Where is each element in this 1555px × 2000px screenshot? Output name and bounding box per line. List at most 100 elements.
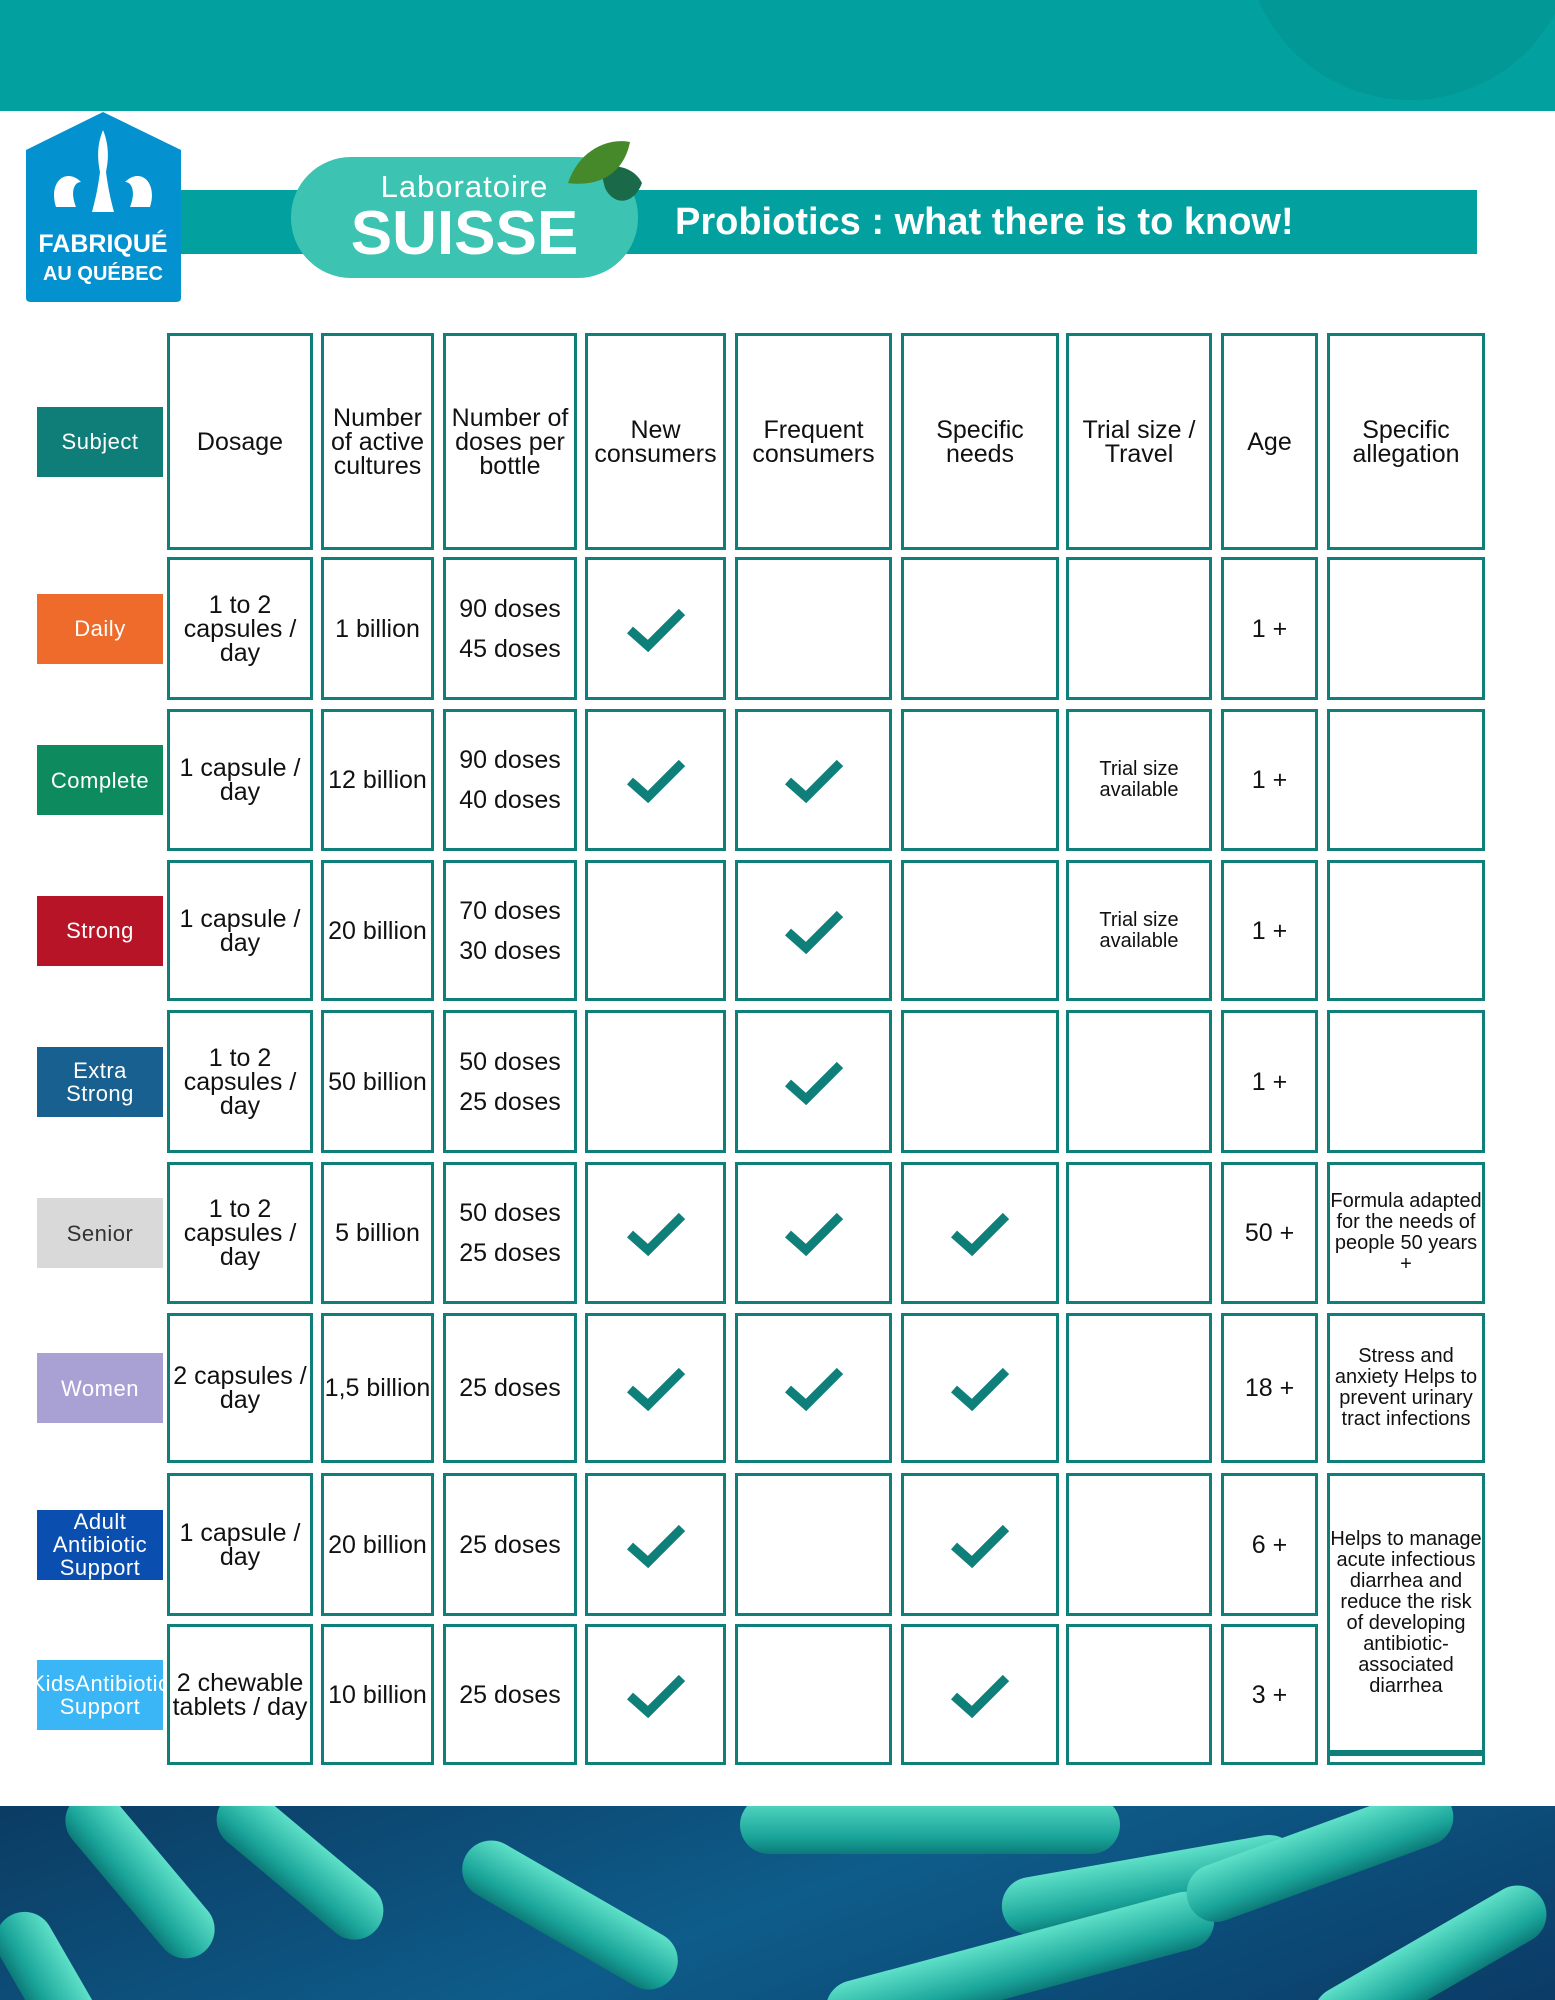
doses-value: 45 doses (459, 634, 561, 663)
doses-cell: 90 doses 45 doses (443, 557, 577, 700)
age-value: 1 + (1251, 614, 1288, 643)
trial-cell (1066, 1473, 1212, 1616)
decorative-circle (1245, 0, 1555, 100)
product-label: Daily (37, 593, 163, 664)
doses-value: 90 doses (459, 746, 561, 774)
allegation-cell: Stress and anxiety Helps to prevent urin… (1327, 1313, 1485, 1463)
cultures-cell: 1 billion (321, 557, 434, 700)
frequent-cell (735, 709, 892, 851)
check-icon (784, 1367, 843, 1411)
age-cell: 1 + (1221, 557, 1318, 700)
brand-line2: SUISSE (350, 199, 579, 268)
new-cell (585, 1624, 726, 1765)
allegation-cell: Formula adapted for the needs of people … (1327, 1162, 1485, 1304)
age-cell: 1 + (1221, 860, 1318, 1001)
product-label: Adult Antibiotic Support (37, 1509, 163, 1580)
top-banner (0, 0, 1555, 111)
bacteria-image (0, 1806, 1555, 2000)
new-cell (585, 1313, 726, 1463)
dosage-cell: 2 chewable tablets / day (167, 1624, 313, 1765)
age-value: 1 + (1251, 766, 1288, 794)
doses-cell: 90 doses 40 doses (443, 709, 577, 851)
specific-cell (901, 1010, 1059, 1153)
doses-cell: 25 doses (443, 1624, 577, 1765)
age-value: 3 + (1251, 1680, 1288, 1709)
age-cell: 18 + (1221, 1313, 1318, 1463)
cultures-cell: 5 billion (321, 1162, 434, 1304)
new-cell (585, 1162, 726, 1304)
cultures-value: 20 billion (328, 916, 427, 945)
doses-value: 25 doses (459, 1087, 561, 1116)
doses-cell: 50 doses 25 doses (443, 1162, 577, 1304)
svg-text:FABRIQUÉ: FABRIQUÉ (38, 229, 167, 258)
frequent-cell (735, 860, 892, 1001)
dosage-cell: 1 capsule / day (167, 860, 313, 1001)
age-value: 50 + (1244, 1219, 1295, 1247)
allegation-value: Stress and anxiety Helps to prevent urin… (1334, 1345, 1478, 1430)
specific-cell (901, 1162, 1059, 1304)
column-header-label: Number of active cultures (330, 403, 425, 480)
allegation-cell (1327, 557, 1485, 700)
dosage-cell: 1 to 2 capsules / day (167, 1010, 313, 1153)
column-header: Frequent consumers (735, 333, 892, 550)
allegation-cell (1327, 1010, 1485, 1153)
cultures-cell: 20 billion (321, 1473, 434, 1616)
column-header: Age (1221, 333, 1318, 550)
cultures-cell: 12 billion (321, 709, 434, 851)
dosage-cell: 1 to 2 capsules / day (167, 1162, 313, 1304)
doses-value: 25 doses (459, 1374, 561, 1402)
age-value: 18 + (1244, 1374, 1295, 1402)
column-header: Specific needs (901, 333, 1059, 550)
column-header: Trial size / Travel (1066, 333, 1212, 550)
column-header-label: Trial size / Travel (1082, 415, 1196, 468)
specific-cell (901, 557, 1059, 700)
age-cell: 3 + (1221, 1624, 1318, 1765)
doses-value: 25 doses (459, 1239, 561, 1267)
specific-cell (901, 709, 1059, 851)
allegation-cell-empty (1327, 1753, 1485, 1765)
column-header: Dosage (167, 333, 313, 550)
svg-text:AU QUÉBEC: AU QUÉBEC (43, 262, 163, 285)
dosage-value: 1 capsule / day (179, 754, 301, 806)
cultures-cell: 50 billion (321, 1010, 434, 1153)
new-cell (585, 557, 726, 700)
column-header-label: Number of doses per bottle (451, 403, 569, 480)
dosage-value: 1 capsule / day (179, 1518, 301, 1571)
column-header-label: Specific needs (936, 415, 1024, 468)
specific-cell (901, 1313, 1059, 1463)
check-icon (784, 1061, 843, 1105)
trial-cell (1066, 557, 1212, 700)
allegation-value: Formula adapted for the needs of people … (1330, 1190, 1482, 1275)
doses-cell: 70 doses 30 doses (443, 860, 577, 1001)
check-icon (626, 1212, 685, 1256)
new-cell (585, 1473, 726, 1616)
subject-label: Subject (37, 406, 163, 477)
cultures-value: 20 billion (328, 1530, 427, 1559)
trial-cell (1066, 1162, 1212, 1304)
check-icon (626, 1674, 685, 1718)
age-cell: 50 + (1221, 1162, 1318, 1304)
allegation-cell (1327, 860, 1485, 1001)
trial-cell (1066, 1010, 1212, 1153)
product-label: Complete (37, 745, 163, 815)
column-header: New consumers (585, 333, 726, 550)
dosage-cell: 2 capsules / day (167, 1313, 313, 1463)
frequent-cell (735, 557, 892, 700)
cultures-value: 12 billion (328, 766, 427, 794)
check-icon (951, 1367, 1010, 1411)
product-label: Senior (37, 1198, 163, 1268)
dosage-value: 1 to 2 capsules / day (183, 1043, 297, 1120)
trial-cell (1066, 1624, 1212, 1765)
product-label: Strong (37, 895, 163, 966)
trial-cell: Trial size available (1066, 860, 1212, 1001)
allegation-value: Helps to manage acute infectious diarrhe… (1330, 1528, 1482, 1697)
cultures-value: 1,5 billion (324, 1374, 431, 1402)
page-title: Probiotics : what there is to know! (675, 201, 1294, 243)
doses-value: 50 doses (459, 1199, 561, 1227)
doses-value: 25 doses (459, 1530, 561, 1559)
brand-line1: Laboratoire (380, 169, 549, 204)
dosage-cell: 1 capsule / day (167, 709, 313, 851)
product-label: Women (37, 1353, 163, 1423)
new-cell (585, 860, 726, 1001)
trial-value: Trial size available (1099, 758, 1179, 801)
